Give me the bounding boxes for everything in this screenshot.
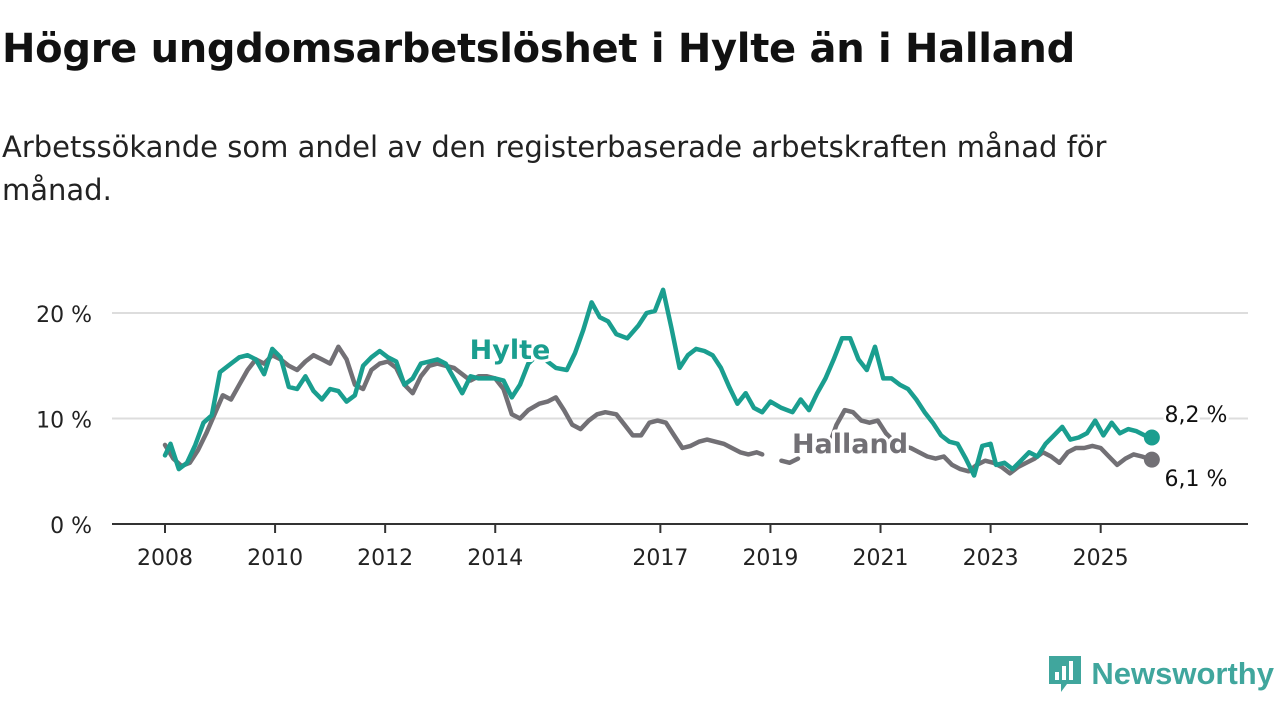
series-label-hylte: Hylte — [470, 335, 551, 366]
x-tick-label: 2012 — [357, 546, 413, 571]
x-tick-label: 2017 — [632, 546, 688, 571]
x-tick-label: 2010 — [247, 546, 303, 571]
chart-subtitle: Arbetssökande som andel av den registerb… — [2, 130, 1107, 207]
newsworthy-logo-icon — [1049, 656, 1082, 692]
series-line-halland — [825, 407, 1155, 476]
grid-layer — [112, 312, 1248, 420]
y-tick-label: 10 % — [36, 409, 92, 434]
end-marker-hylte — [1143, 429, 1160, 446]
label-layer: Hylte Halland 8,2 % 6,1 % — [467, 332, 1230, 495]
x-tick-label: 2008 — [137, 546, 193, 571]
x-tick-label: 2023 — [963, 546, 1019, 571]
chart-title: Högre ungdomsarbetslöshet i Hylte än i H… — [2, 26, 1075, 72]
y-tick-label: 20 % — [36, 303, 92, 328]
series-label-halland: Halland — [792, 429, 908, 460]
end-label-hylte: 8,2 % — [1165, 403, 1228, 428]
axis-layer: 0 % 10 % 20 % 2008 2010 2012 2014 2017 2019 2021 2… — [36, 303, 1248, 571]
brand-logo[interactable]: Newsworthy — [1047, 654, 1274, 694]
x-tick-label: 2021 — [853, 546, 909, 571]
x-tick-label: 2025 — [1073, 546, 1129, 571]
end-label-halland: 6,1 % — [1165, 467, 1228, 492]
series-line-hylte — [162, 287, 1155, 478]
brand-name: Newsworthy — [1091, 656, 1274, 691]
series-line-halland — [162, 344, 765, 469]
series-layer — [162, 287, 1160, 478]
y-tick-label: 0 % — [50, 514, 92, 539]
x-tick-label: 2019 — [742, 546, 798, 571]
series-line-halland — [779, 456, 801, 466]
end-marker-halland — [1143, 451, 1160, 468]
x-tick-label: 2014 — [467, 546, 523, 571]
